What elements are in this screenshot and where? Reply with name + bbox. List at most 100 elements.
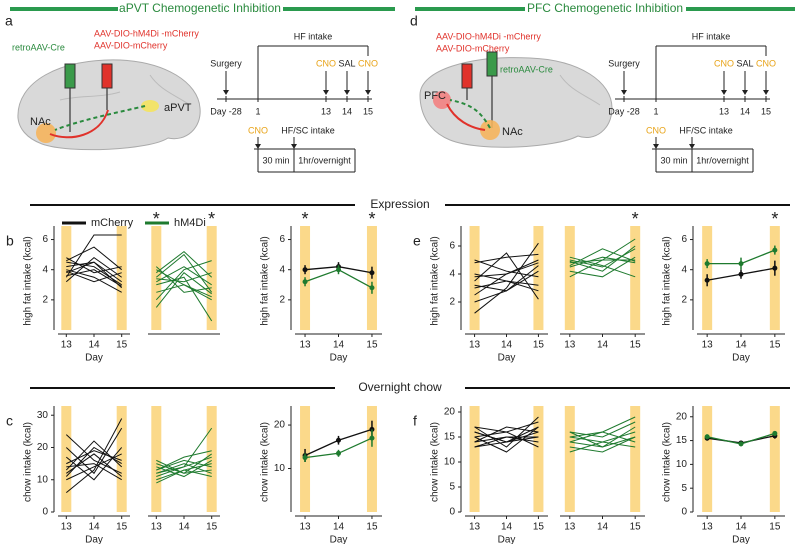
x-axis-label: Day (498, 535, 516, 544)
cno-shade (533, 406, 544, 512)
timeline-day: 1 (255, 106, 260, 116)
virus-label: AAV-DIO-mCherry (436, 43, 510, 53)
series-line (156, 456, 212, 477)
mean-marker (704, 261, 710, 267)
arrow-head (255, 144, 261, 149)
series-line (156, 469, 212, 484)
significance: * (632, 209, 639, 229)
x-tick-label: 13 (564, 340, 576, 351)
series-line (65, 446, 122, 477)
series-line (156, 272, 212, 283)
significance: * (208, 209, 215, 229)
timeline-event: Surgery (210, 58, 242, 68)
y-tick-label: 4 (42, 264, 48, 275)
x-axis-label: Day (498, 353, 516, 364)
series-line (569, 256, 636, 278)
timeline-day: 14 (740, 106, 750, 116)
series-line (66, 270, 122, 283)
series-line (156, 459, 212, 471)
y-tick-label: 20 (676, 411, 688, 422)
x-tick-label: 13 (702, 340, 714, 351)
x-tick-label: 14 (597, 522, 609, 533)
y-tick-label: 4 (279, 264, 285, 275)
panel-letter: b (6, 233, 14, 249)
x-tick-label: 15 (206, 522, 218, 533)
cno-shade (630, 226, 641, 330)
cno-shade (564, 226, 575, 330)
y-tick-label: 10 (274, 463, 286, 474)
y-tick-label: 6 (681, 234, 687, 245)
series-line (156, 450, 212, 471)
series-line (474, 242, 539, 314)
session-interval: 1hr/overnight (696, 155, 749, 165)
series-line (65, 418, 123, 494)
session-interval: 30 min (660, 155, 687, 165)
cno-shade (151, 406, 162, 512)
y-tick-label: 0 (681, 507, 687, 518)
panel-letter: e (413, 233, 421, 249)
series-line (155, 272, 212, 308)
series-line (569, 245, 636, 272)
cno-shade (533, 226, 544, 330)
y-tick-label: 4 (681, 264, 687, 275)
series-line (569, 436, 636, 448)
cno-shade (630, 406, 641, 512)
timeline-event: CNO (358, 58, 378, 68)
session-event: CNO (248, 125, 268, 135)
mean-marker (369, 270, 375, 276)
x-tick-label: 14 (333, 340, 345, 351)
mean-marker (772, 430, 778, 436)
x-tick-label: 14 (735, 340, 747, 351)
series-line (569, 431, 636, 443)
timeline-event: CNO (316, 58, 336, 68)
x-tick-label: 15 (116, 522, 128, 533)
x-tick-label: 15 (630, 340, 642, 351)
region-label: aPVT (164, 102, 192, 114)
cno-shade (564, 406, 575, 512)
x-tick-label: 13 (702, 522, 714, 533)
arrow-head (344, 90, 350, 95)
mean-marker (302, 279, 308, 285)
x-tick-label: 13 (151, 522, 163, 533)
series-line (474, 265, 539, 292)
virus-label: retroAAV-Cre (500, 64, 553, 74)
y-tick-label: 2 (449, 297, 455, 308)
y-tick-label: 15 (676, 435, 688, 446)
session-interval: 30 min (262, 155, 289, 165)
series-line (569, 256, 636, 278)
timeline-day: 13 (719, 106, 729, 116)
cno-shade (116, 226, 127, 330)
y-tick-label: 5 (681, 483, 687, 494)
panel-letter: a (5, 13, 13, 29)
mean-marker (369, 435, 375, 441)
session-interval: 1hr/overnight (298, 155, 351, 165)
brain-diagram-a (17, 59, 201, 151)
x-tick-label: 15 (366, 340, 378, 351)
series-line (569, 421, 636, 438)
series-line (156, 459, 212, 474)
region-label: NAc (30, 116, 51, 128)
panel-header: aPVT Chemogenetic Inhibition (119, 1, 281, 15)
series-line (569, 256, 636, 268)
panel-letter: c (6, 413, 13, 429)
y-tick-label: 5 (449, 482, 455, 493)
y-axis-label: chow intake (kcal) (260, 422, 271, 502)
x-axis-label: Day (732, 353, 750, 364)
mean-marker (772, 247, 778, 253)
panel-letter: f (413, 413, 417, 429)
region-label: NAc (502, 126, 523, 138)
mean-marker (336, 437, 341, 443)
series-line (155, 266, 212, 293)
session-event: HF/SC intake (281, 125, 335, 135)
x-tick-label: 15 (533, 340, 545, 351)
series-line (156, 250, 213, 278)
significance: * (302, 209, 309, 229)
series-line (474, 253, 539, 264)
series-line (66, 246, 123, 271)
timeline-day: 13 (321, 106, 331, 116)
virus-label: retroAAV-Cre (12, 42, 65, 52)
session-event: CNO (646, 125, 666, 135)
x-tick-label: 15 (366, 522, 378, 533)
y-tick-label: 30 (37, 410, 49, 421)
